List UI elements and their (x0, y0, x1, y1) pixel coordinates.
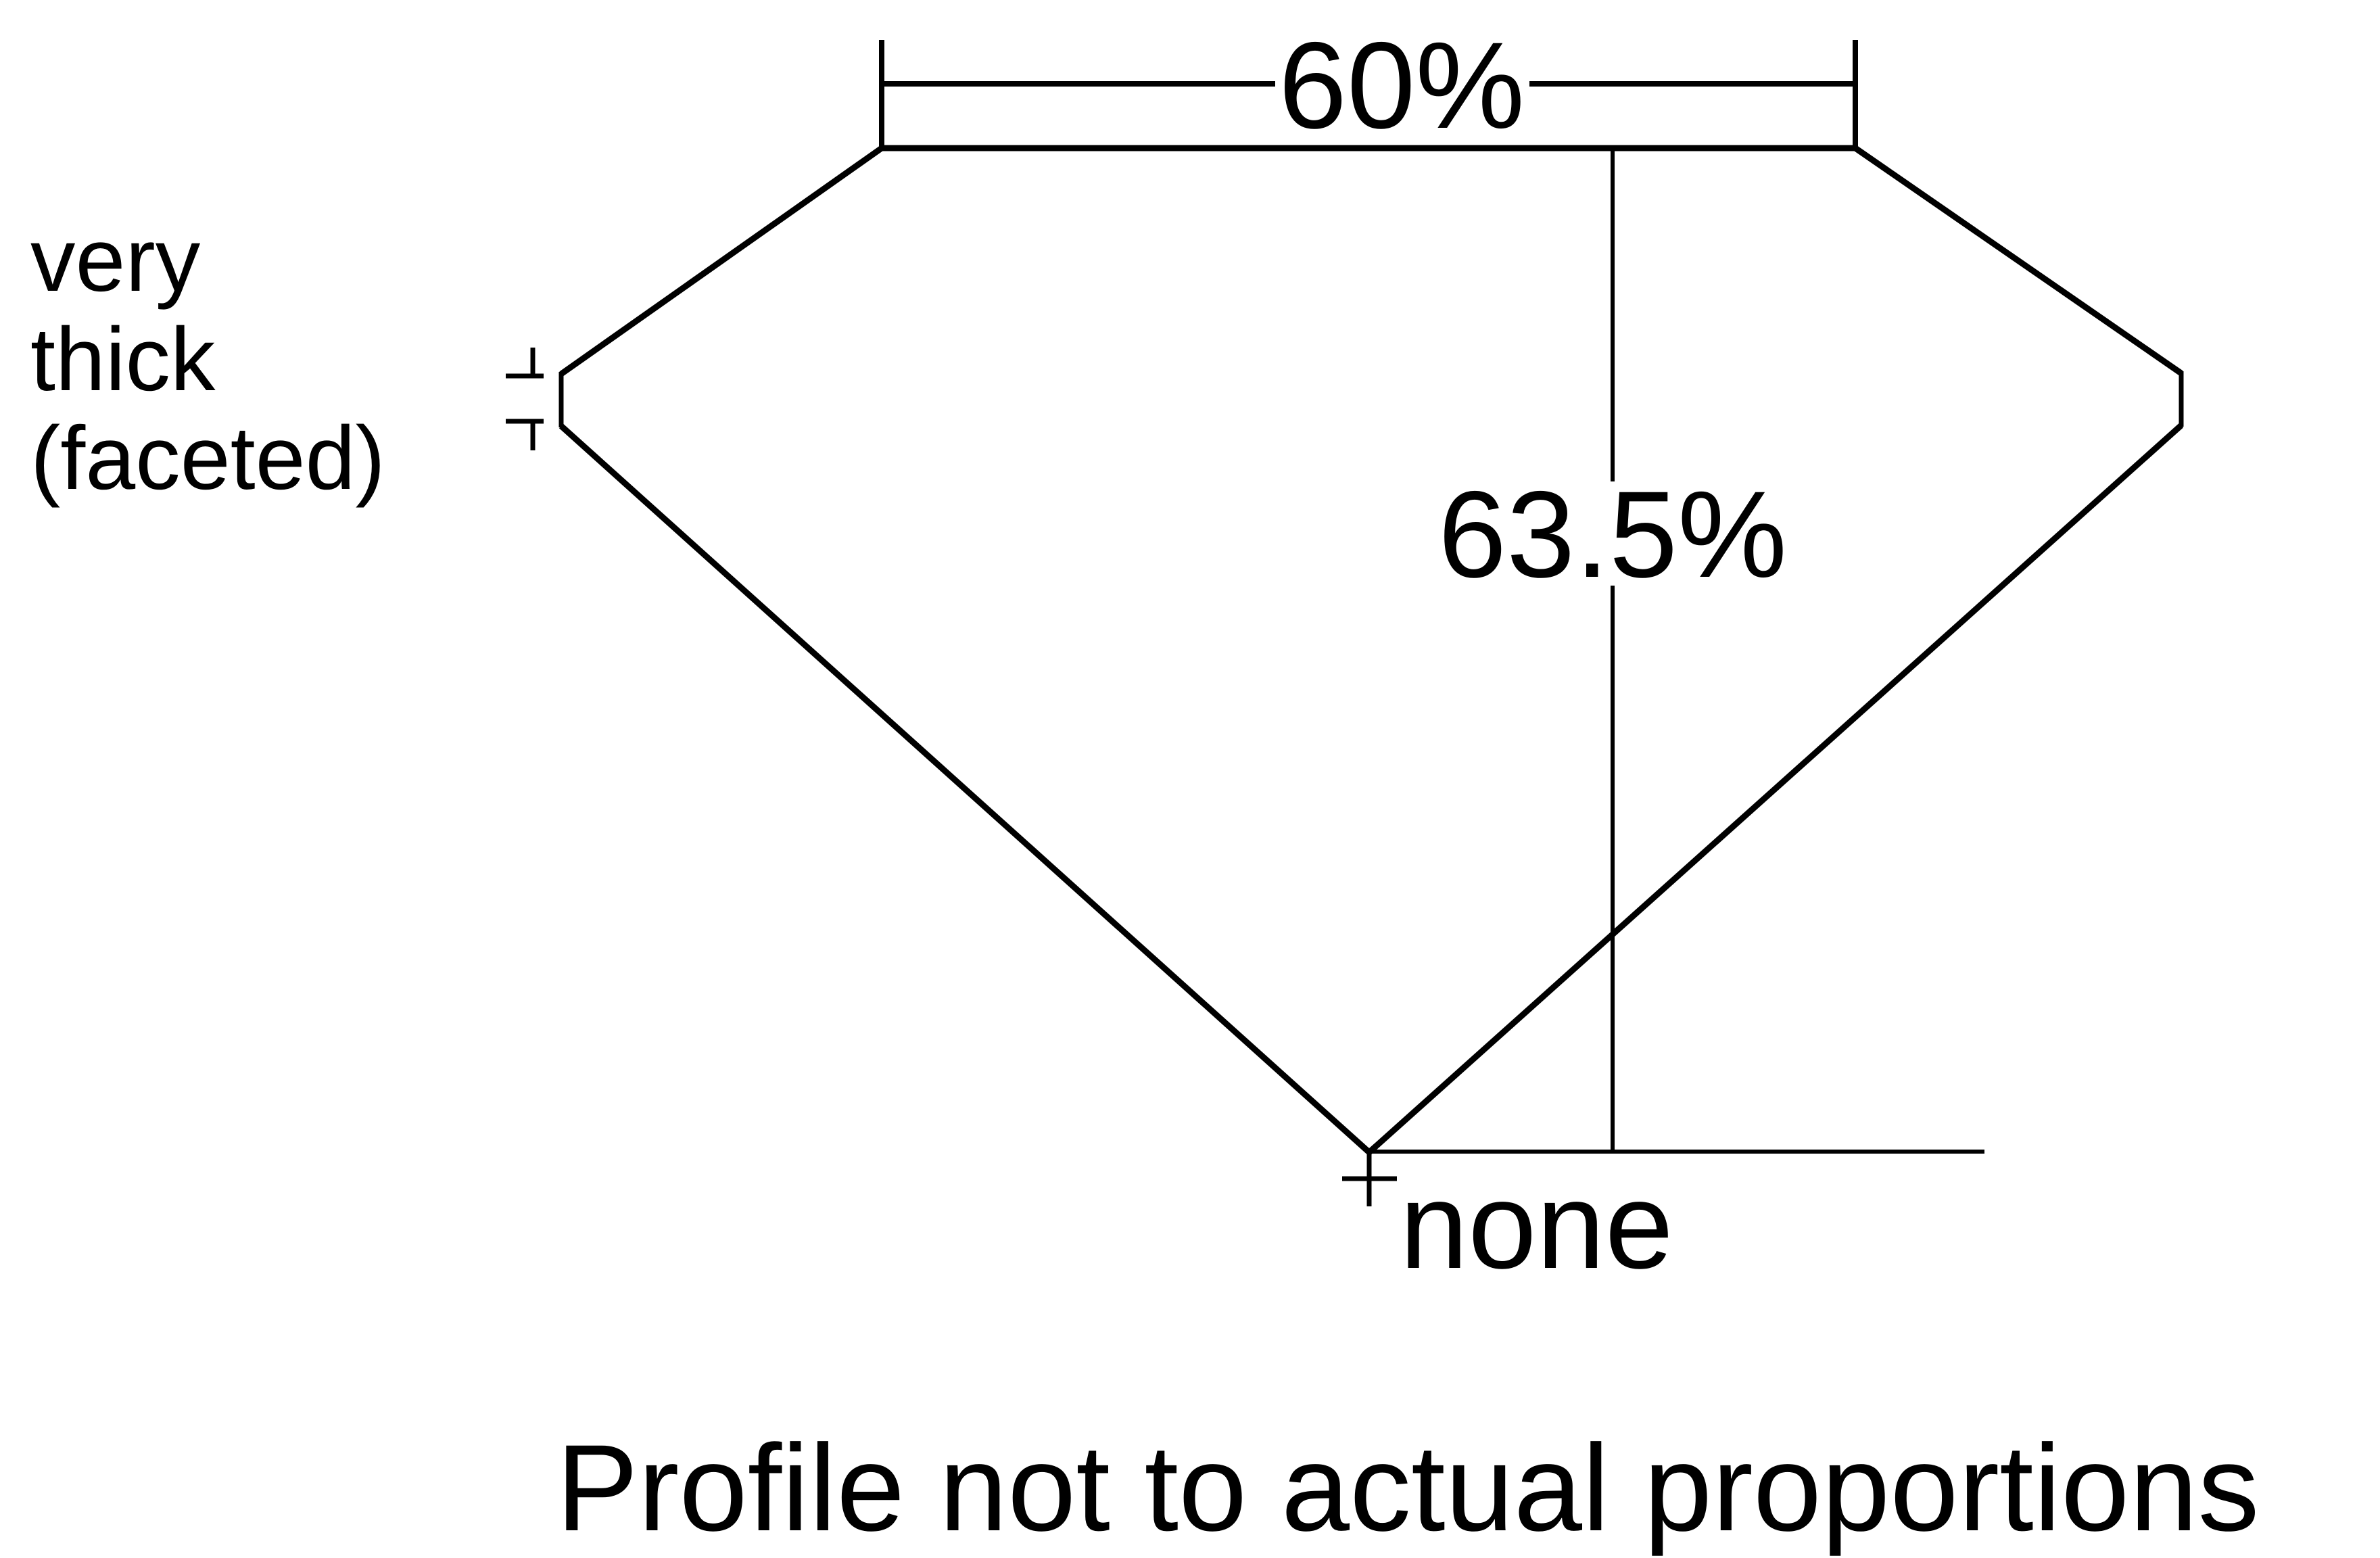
culet-marker (1342, 1152, 1397, 1206)
crown-left-line (559, 145, 884, 377)
girdle-label-line-3: (faceted) (30, 408, 385, 509)
girdle-label: very thick (faceted) (30, 210, 385, 509)
girdle-label-line-1: very (30, 210, 201, 310)
crown-right-line (1853, 145, 2183, 376)
table-width-bracket (879, 40, 1858, 148)
culet-label: none (1400, 1156, 1673, 1294)
depth-measurement (1369, 150, 1984, 1154)
pavilion-right-line (1366, 423, 2184, 1155)
total-depth-label: 63.5% (1438, 465, 1787, 603)
pavilion-left-line (558, 423, 1372, 1155)
diamond-outline (558, 145, 2184, 1155)
girdle-label-line-2: thick (30, 310, 216, 410)
caption: Profile not to actual proportions (556, 1419, 2259, 1557)
table-width-label: 60% (1279, 16, 1525, 154)
girdle-thickness-ticks (506, 348, 544, 450)
